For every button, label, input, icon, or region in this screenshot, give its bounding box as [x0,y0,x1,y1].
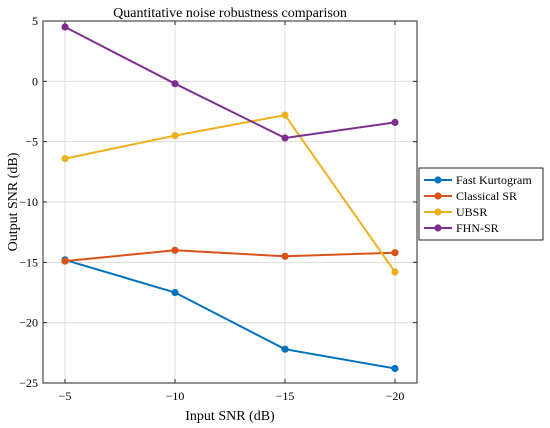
y-tick-label: −25 [19,376,38,390]
series-line [64,113,396,273]
grid [43,20,417,384]
data-point [281,252,289,260]
data-point [281,134,289,142]
data-point [61,23,69,31]
series-fast-kurtogram [61,256,399,373]
series-ubsr [61,111,399,276]
data-point [61,155,69,163]
axis-ticks: −5 −10 −15 −20 5 0 −5 −10 −15 −20 −25 [19,14,417,403]
legend-item-ubsr: UBSR [424,205,487,219]
legend-item-classical-sr: Classical SR [424,189,517,203]
data-point [171,80,179,88]
series-line [64,249,396,263]
legend-swatch-marker [434,208,442,216]
y-tick-label: −5 [25,135,38,149]
series-line [64,26,396,140]
series-fhn-sr [61,23,399,142]
data-point [171,246,179,254]
legend-label: Classical SR [456,189,517,203]
chart-title: Quantitative noise robustness comparison [113,6,347,21]
y-tick-label: −20 [19,316,38,330]
legend-item-fhn-sr: FHN-SR [424,221,499,235]
data-point [61,257,69,265]
series-line [64,258,396,370]
data-point [171,288,179,297]
data-point [281,111,289,119]
data-point [171,132,179,140]
x-tick-label: −5 [59,389,72,403]
legend-label: UBSR [456,205,487,219]
y-tick-label: 5 [32,14,38,28]
data-point [281,345,289,353]
x-tick-label: −15 [276,389,295,403]
data-point [391,364,399,373]
legend-swatch-marker [434,192,442,200]
y-axis-title: Output SNR (dB) [6,152,21,251]
legend-label: Fast Kurtogram [456,173,532,187]
x-tick-label: −10 [166,389,185,403]
series-classical-sr [61,246,399,265]
y-tick-label: −10 [19,195,38,209]
legend-swatch-marker [434,176,442,184]
legend: Fast Kurtogram Classical SR UBSR FHN-SR [418,167,544,241]
data-point [391,118,399,126]
y-tick-label: −15 [19,255,38,269]
series-layer [61,23,399,373]
data-point [391,268,399,276]
x-axis-title: Input SNR (dB) [185,409,275,424]
legend-label: FHN-SR [456,221,499,235]
legend-item-fast-kurtogram: Fast Kurtogram [424,173,532,187]
data-point [391,249,399,257]
x-tick-label: −20 [386,389,405,403]
y-tick-label: 0 [32,74,38,88]
legend-swatch-marker [434,224,442,232]
